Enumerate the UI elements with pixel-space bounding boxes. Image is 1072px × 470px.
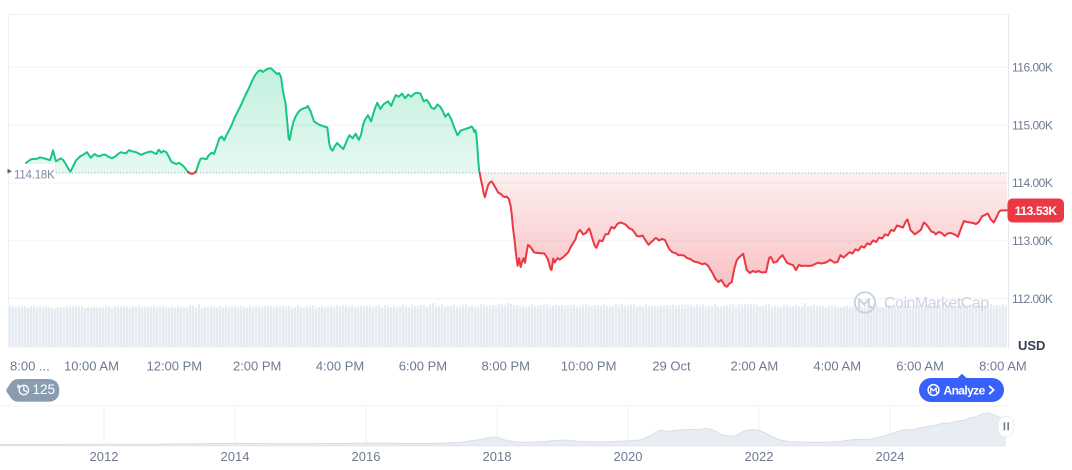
svg-text:2020: 2020 bbox=[614, 449, 643, 464]
svg-text:2018: 2018 bbox=[483, 449, 512, 464]
svg-text:2:00 PM: 2:00 PM bbox=[233, 359, 281, 374]
svg-text:12:00 PM: 12:00 PM bbox=[146, 359, 202, 374]
svg-text:2:00 AM: 2:00 AM bbox=[730, 359, 778, 374]
svg-text:112.00K: 112.00K bbox=[1012, 292, 1053, 306]
svg-text:115.00K: 115.00K bbox=[1012, 118, 1053, 132]
svg-text:4:00 AM: 4:00 AM bbox=[813, 359, 861, 374]
svg-text:113.00K: 113.00K bbox=[1012, 234, 1053, 248]
svg-text:2016: 2016 bbox=[352, 449, 381, 464]
svg-text:2022: 2022 bbox=[745, 449, 774, 464]
svg-text:113.53K: 113.53K bbox=[1015, 204, 1058, 218]
svg-text:10:00 PM: 10:00 PM bbox=[561, 359, 617, 374]
svg-text:CoinMarketCap: CoinMarketCap bbox=[884, 295, 989, 312]
svg-text:Analyze: Analyze bbox=[944, 383, 986, 397]
svg-text:6:00 PM: 6:00 PM bbox=[399, 359, 447, 374]
svg-text:8:00 AM: 8:00 AM bbox=[979, 359, 1027, 374]
svg-text:8:00 PM: 8:00 PM bbox=[482, 359, 530, 374]
svg-text:29 Oct: 29 Oct bbox=[652, 359, 691, 374]
svg-text:10:00 AM: 10:00 AM bbox=[64, 359, 119, 374]
svg-text:116.00K: 116.00K bbox=[1012, 61, 1053, 75]
svg-text:114.18K: 114.18K bbox=[14, 170, 55, 182]
svg-text:6:00 AM: 6:00 AM bbox=[896, 359, 944, 374]
svg-text:2024: 2024 bbox=[876, 449, 905, 464]
svg-text:125: 125 bbox=[33, 382, 56, 397]
svg-text:2014: 2014 bbox=[221, 449, 250, 464]
svg-text:2012: 2012 bbox=[90, 449, 119, 464]
svg-text:8:00 ...: 8:00 ... bbox=[10, 359, 50, 374]
svg-text:114.00K: 114.00K bbox=[1012, 176, 1053, 190]
svg-text:4:00 PM: 4:00 PM bbox=[316, 359, 364, 374]
svg-text:USD: USD bbox=[1018, 338, 1045, 353]
